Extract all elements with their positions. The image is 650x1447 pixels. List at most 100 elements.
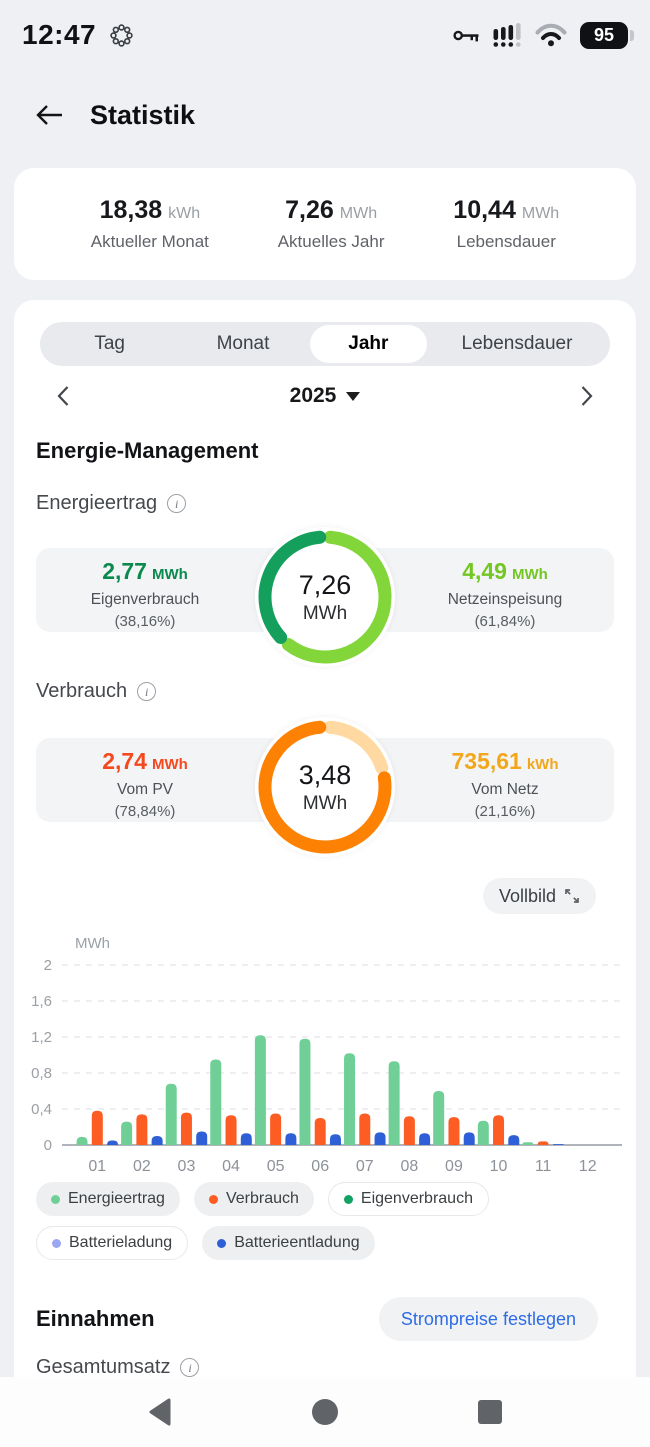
bar-Verbrauch[interactable]: [493, 1115, 505, 1145]
bar-Batterieentladung[interactable]: [329, 1134, 341, 1145]
legend-eigenverbrauch[interactable]: Eigenverbrauch: [327, 1182, 489, 1216]
tab-monat[interactable]: Monat: [216, 333, 270, 354]
info-icon[interactable]: [180, 1358, 200, 1377]
battery-indicator: 95: [580, 21, 634, 49]
svg-text:1,2: 1,2: [31, 1029, 52, 1046]
bar-Batterieentladung[interactable]: [374, 1132, 386, 1145]
clock: 12:47: [22, 19, 97, 50]
android-nav-bar: [0, 1377, 650, 1447]
bar-Verbrauch[interactable]: [448, 1117, 460, 1145]
summary-unit: MWh: [521, 205, 560, 222]
summary-unit: MWh: [339, 205, 378, 222]
bar-Energieertrag[interactable]: [76, 1136, 88, 1145]
monthly-bar-chart[interactable]: 0 0,4 0,8 1,2 1,6 2 MWh 01 02 03 04 05 06 07 08 09 10 11 1…: [14, 930, 636, 1182]
back-arrow-icon[interactable]: [34, 103, 64, 127]
svg-text:10: 10: [490, 1158, 508, 1175]
chevron-right-icon[interactable]: [580, 385, 594, 407]
bar-Energieertrag[interactable]: [477, 1120, 489, 1145]
signal-strength-icon: [493, 23, 521, 47]
stat-percent: (21,16%): [474, 803, 536, 820]
nav-recents-button[interactable]: [477, 1399, 503, 1425]
bar-Energieertrag[interactable]: [433, 1091, 445, 1145]
bar-Batterieentladung[interactable]: [463, 1132, 475, 1145]
bar-Verbrauch[interactable]: [314, 1118, 326, 1145]
status-icons: 95: [453, 21, 634, 49]
bar-Energieertrag[interactable]: [165, 1083, 177, 1145]
bar-Energieertrag[interactable]: [299, 1038, 311, 1145]
section-energy-management: Energie-Management: [36, 438, 259, 463]
bar-Batterieentladung[interactable]: [552, 1144, 564, 1145]
donut-segment: [323, 720, 389, 775]
bar-Batterieentladung[interactable]: [151, 1136, 163, 1145]
bar-Energieertrag[interactable]: [344, 1053, 356, 1145]
set-electricity-prices-button[interactable]: Strompreise festlegen: [378, 1297, 598, 1341]
summary-lifetime: 10,44 MWh Lebensdauer: [453, 196, 559, 252]
bar-Energieertrag[interactable]: [210, 1059, 222, 1146]
legend-batterieentladung[interactable]: Batterieentladung: [202, 1226, 375, 1260]
bar-Energieertrag[interactable]: [121, 1121, 133, 1145]
legend-label: Batterieentladung: [234, 1234, 360, 1251]
bar-Batterieentladung[interactable]: [107, 1140, 119, 1146]
page-title: Statistik: [90, 99, 196, 130]
summary-value: 10,44: [453, 196, 516, 224]
legend-dot: [217, 1238, 227, 1248]
legend-label: Energieertrag: [68, 1190, 165, 1207]
chart-legend: Energieertrag Verbrauch Eigenverbrauch B…: [36, 1182, 622, 1270]
svg-text:04: 04: [222, 1158, 240, 1175]
legend-dot: [52, 1238, 61, 1248]
bar-Batterieentladung[interactable]: [240, 1133, 252, 1145]
yield-label-text: Energieertrag: [36, 492, 158, 514]
svg-text:0,8: 0,8: [31, 1065, 52, 1082]
bar-Batterieentladung[interactable]: [196, 1131, 208, 1146]
info-icon[interactable]: [167, 494, 187, 513]
legend-batterieladung[interactable]: Batterieladung: [36, 1226, 189, 1260]
svg-text:2: 2: [44, 957, 52, 974]
nav-back-button[interactable]: [147, 1398, 173, 1426]
bar-Verbrauch[interactable]: [270, 1113, 282, 1146]
stat-percent: (38,16%): [114, 613, 176, 630]
bar-Energieertrag[interactable]: [254, 1035, 266, 1145]
tab-tag[interactable]: Tag: [94, 333, 125, 354]
battery-percent: 95: [593, 24, 615, 45]
total-revenue-label-text: Gesamtumsatz: [36, 1356, 171, 1378]
legend-energieertrag[interactable]: Energieertrag: [36, 1182, 180, 1216]
legend-dot: [343, 1194, 353, 1204]
tab-jahr[interactable]: Jahr: [309, 325, 427, 363]
bar-Batterieentladung[interactable]: [508, 1135, 520, 1145]
svg-text:MWh: MWh: [75, 935, 110, 952]
donut-center-unit: MWh: [302, 792, 348, 814]
bar-Batterieentladung[interactable]: [419, 1133, 431, 1145]
bar-Verbrauch[interactable]: [537, 1141, 549, 1145]
bar-Energieertrag[interactable]: [522, 1142, 534, 1145]
bar-Verbrauch[interactable]: [91, 1110, 103, 1145]
bar-Verbrauch[interactable]: [403, 1116, 415, 1145]
bar-Verbrauch[interactable]: [180, 1112, 192, 1145]
legend-label: Eigenverbrauch: [360, 1190, 473, 1207]
bar-Verbrauch[interactable]: [359, 1113, 371, 1146]
period-tabs: Tag Monat Jahr Lebensdauer: [40, 322, 610, 366]
yield-donut-center: 7,26 MWh: [255, 527, 395, 667]
legend-verbrauch[interactable]: Verbrauch: [193, 1182, 314, 1216]
year-dropdown[interactable]: 2025: [290, 384, 361, 408]
info-icon[interactable]: [137, 682, 157, 701]
fullscreen-label: Vollbild: [498, 885, 556, 906]
stat-percent: (78,84%): [114, 803, 176, 820]
chevron-left-icon[interactable]: [56, 385, 70, 407]
donut-center-unit: MWh: [302, 602, 348, 624]
bar-Batterieentladung[interactable]: [285, 1133, 297, 1145]
summary-label: Lebensdauer: [456, 232, 556, 251]
svg-text:05: 05: [267, 1158, 285, 1175]
tab-lebensdauer[interactable]: Lebensdauer: [461, 333, 573, 354]
bar-Verbrauch[interactable]: [136, 1114, 148, 1145]
yield-self-consumption-stat: 2,77 MWh Eigenverbrauch (38,16%): [50, 558, 240, 630]
fullscreen-button[interactable]: Vollbild: [482, 878, 596, 914]
bar-Energieertrag[interactable]: [388, 1061, 400, 1145]
nav-home-button[interactable]: [311, 1398, 339, 1426]
stat-value: 2,77: [102, 558, 147, 584]
status-bar: 12:47: [0, 0, 650, 70]
bar-Verbrauch[interactable]: [225, 1115, 237, 1145]
wifi-icon: [535, 23, 567, 47]
app-header: Statistik: [0, 88, 650, 142]
consumption-from-pv-stat: 2,74 MWh Vom PV (78,84%): [50, 748, 240, 820]
